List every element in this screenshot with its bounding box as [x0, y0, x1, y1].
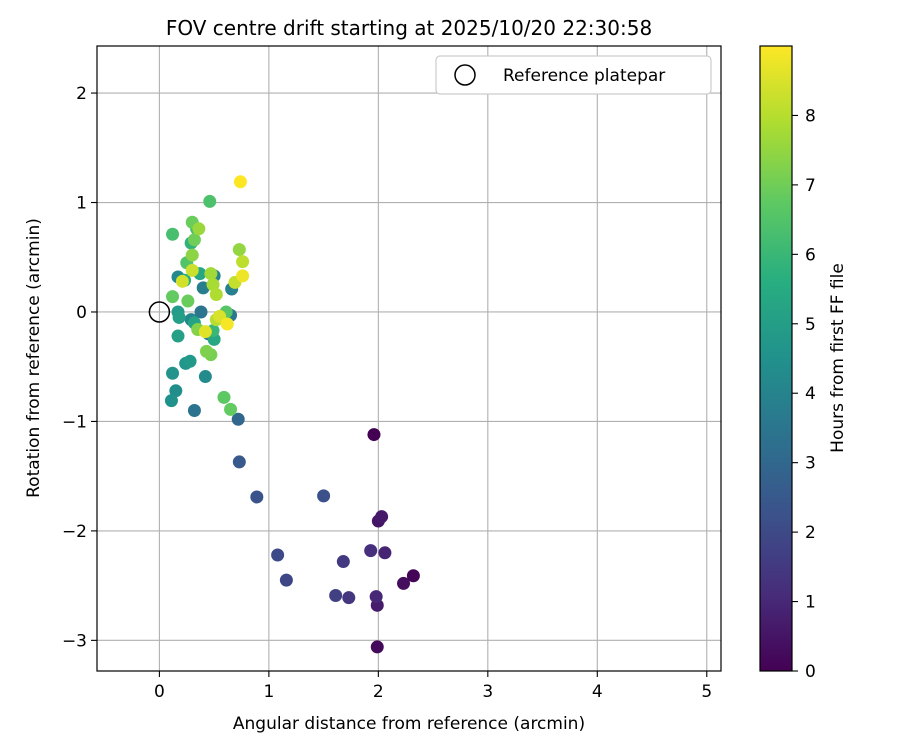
data-point — [250, 490, 264, 504]
data-point — [329, 588, 343, 602]
data-point — [166, 290, 180, 304]
data-point — [369, 590, 383, 604]
data-point — [169, 384, 183, 398]
data-point — [198, 325, 212, 339]
data-point — [217, 390, 231, 404]
data-point — [185, 263, 199, 277]
data-point — [164, 394, 178, 408]
y-tick-label: −3 — [62, 631, 87, 651]
data-point — [397, 576, 411, 590]
data-point — [236, 255, 250, 269]
y-tick-label: −2 — [62, 522, 87, 542]
reference-marker — [148, 301, 171, 323]
y-tick-label: 2 — [76, 84, 87, 104]
legend-label: Reference platepar — [503, 66, 665, 86]
data-point — [233, 175, 247, 189]
y-tick-label: 1 — [76, 194, 87, 214]
colorbar-tick-label: 4 — [805, 384, 816, 404]
y-axis-label: Rotation from reference (arcmin) — [24, 218, 44, 498]
colorbar-ticks: 0 1 2 3 4 5 6 7 8 — [792, 106, 816, 682]
data-point — [378, 546, 392, 560]
data-point — [198, 370, 212, 384]
colorbar-tick-label: 8 — [805, 106, 816, 126]
data-point — [187, 233, 201, 247]
data-point — [367, 428, 381, 442]
colorbar-tick-label: 5 — [805, 315, 816, 335]
colorbar-tick-label: 6 — [805, 245, 816, 265]
colorbar — [759, 45, 793, 672]
data-point — [224, 402, 238, 416]
data-point — [406, 569, 420, 583]
legend-box — [435, 55, 712, 95]
x-axis-label: Angular distance from reference (arcmin) — [233, 714, 585, 734]
data-point — [206, 278, 220, 292]
y-axis-ticks: −3 −2 −1 0 1 2 — [62, 84, 97, 651]
data-point — [232, 243, 246, 257]
data-point — [172, 310, 186, 324]
data-point — [203, 194, 217, 208]
plot-frame — [96, 45, 722, 672]
colorbar-label: Hours from first FF file — [828, 263, 848, 453]
chart-title: FOV centre drift starting at 2025/10/20 … — [166, 16, 652, 40]
data-point — [220, 317, 234, 331]
x-tick-label: 5 — [701, 682, 712, 702]
x-tick-label: 1 — [263, 682, 274, 702]
x-tick-label: 4 — [592, 682, 603, 702]
data-point — [232, 455, 246, 469]
data-point — [171, 329, 185, 343]
data-point — [342, 591, 356, 605]
data-point — [181, 294, 195, 308]
data-point — [364, 544, 378, 558]
data-point — [209, 287, 223, 301]
colorbar-tick-label: 3 — [805, 454, 816, 474]
data-point — [236, 269, 250, 283]
data-point — [231, 412, 245, 426]
data-point — [183, 354, 197, 368]
data-point — [199, 344, 213, 358]
colorbar-tick-label: 0 — [805, 662, 816, 682]
data-point — [187, 403, 201, 417]
data-points — [164, 175, 420, 654]
x-tick-label: 2 — [373, 682, 384, 702]
data-point — [279, 573, 293, 587]
data-point — [166, 366, 180, 380]
y-tick-label: 0 — [76, 303, 87, 323]
data-point — [166, 227, 180, 241]
data-point — [336, 555, 350, 569]
x-axis-ticks: 0 1 2 3 4 5 — [154, 671, 712, 702]
x-tick-label: 0 — [154, 682, 165, 702]
data-point — [175, 274, 189, 288]
data-point — [271, 548, 285, 562]
data-point — [192, 222, 206, 236]
y-tick-label: −1 — [62, 412, 87, 432]
colorbar-tick-label: 7 — [805, 176, 816, 196]
data-point — [204, 267, 218, 281]
x-tick-label: 3 — [482, 682, 493, 702]
data-point — [196, 281, 210, 295]
data-point — [185, 248, 199, 262]
legend-reference-marker — [454, 64, 476, 86]
colorbar-tick-label: 2 — [805, 523, 816, 543]
colorbar-tick-label: 1 — [805, 593, 816, 613]
data-point — [317, 489, 331, 503]
data-point — [375, 510, 389, 524]
data-point — [194, 305, 208, 319]
legend: Reference platepar — [435, 55, 712, 95]
data-point — [370, 640, 384, 654]
grid — [97, 46, 721, 671]
